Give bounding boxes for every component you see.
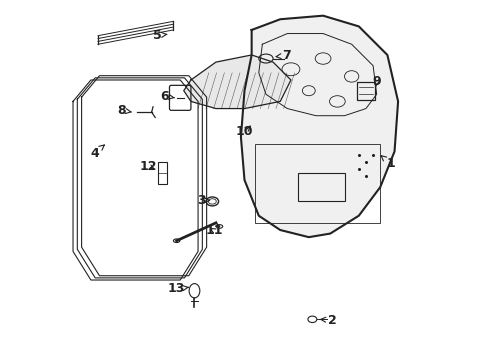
Text: 13: 13 — [167, 283, 188, 296]
Text: 9: 9 — [371, 75, 380, 88]
Polygon shape — [241, 16, 397, 237]
Text: 12: 12 — [139, 160, 157, 173]
Text: 2: 2 — [320, 314, 336, 327]
Text: 11: 11 — [205, 224, 223, 237]
Text: 7: 7 — [275, 49, 290, 62]
Text: 4: 4 — [90, 145, 104, 160]
Bar — [158, 162, 166, 184]
Text: 6: 6 — [160, 90, 174, 103]
Bar — [356, 82, 374, 100]
Text: 3: 3 — [197, 194, 209, 207]
Text: 1: 1 — [380, 156, 394, 170]
Text: 8: 8 — [117, 104, 131, 117]
Text: 10: 10 — [235, 125, 253, 138]
Text: 5: 5 — [152, 29, 167, 42]
Polygon shape — [183, 55, 290, 109]
